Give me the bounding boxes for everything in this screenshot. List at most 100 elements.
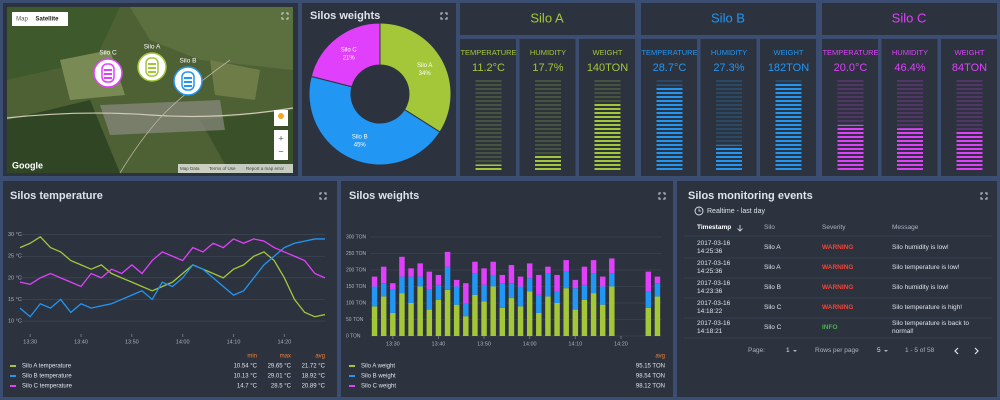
bar-segment[interactable] bbox=[508, 298, 515, 336]
bar-segment[interactable] bbox=[545, 296, 551, 336]
map-footer-text[interactable]: Report a map error bbox=[246, 166, 285, 171]
pie-slice[interactable] bbox=[310, 22, 381, 88]
bar-segment[interactable] bbox=[399, 293, 405, 336]
bar-segment[interactable] bbox=[444, 251, 451, 267]
zoom-in[interactable]: + bbox=[278, 133, 283, 143]
bar-segment[interactable] bbox=[435, 284, 442, 300]
bar-segment[interactable] bbox=[472, 261, 478, 274]
bar-segment[interactable] bbox=[490, 261, 496, 275]
column-header[interactable]: Message bbox=[892, 224, 919, 231]
bar-segment[interactable] bbox=[472, 294, 478, 336]
bar-segment[interactable] bbox=[609, 258, 615, 274]
map-footer-text[interactable]: Map Data bbox=[180, 166, 200, 171]
column-header[interactable]: Severity bbox=[822, 224, 846, 231]
bar-segment[interactable] bbox=[599, 286, 606, 305]
bar-segment[interactable] bbox=[472, 273, 478, 295]
bar-segment[interactable] bbox=[417, 276, 423, 287]
bar-segment[interactable] bbox=[408, 303, 414, 336]
bar-segment[interactable] bbox=[371, 276, 378, 287]
bar-segment[interactable] bbox=[508, 283, 515, 299]
map[interactable]: + − bbox=[6, 7, 294, 174]
fullscreen-icon[interactable] bbox=[281, 12, 289, 20]
bar-segment[interactable] bbox=[481, 284, 487, 302]
bar-segment[interactable] bbox=[463, 303, 469, 317]
bar-segment[interactable] bbox=[581, 266, 588, 285]
bar-segment[interactable] bbox=[654, 276, 661, 284]
fullscreen-icon[interactable] bbox=[319, 192, 327, 200]
column-header[interactable]: Timestamp bbox=[697, 224, 732, 231]
bar-segment[interactable] bbox=[499, 307, 506, 336]
bar-segment[interactable] bbox=[390, 289, 396, 313]
bar-segment[interactable] bbox=[654, 283, 661, 297]
bar-segment[interactable] bbox=[517, 306, 524, 336]
fullscreen-icon[interactable] bbox=[440, 12, 448, 20]
bar-segment[interactable] bbox=[380, 283, 387, 297]
bar-segment[interactable] bbox=[390, 283, 396, 290]
bar-segment[interactable] bbox=[645, 291, 652, 308]
legend-label[interactable]: Silo B temperature bbox=[22, 374, 72, 380]
bar-segment[interactable] bbox=[526, 291, 533, 336]
bar-segment[interactable] bbox=[426, 309, 433, 336]
map-button[interactable]: Satellite bbox=[35, 17, 59, 23]
bar-segment[interactable] bbox=[572, 279, 579, 289]
bar-segment[interactable] bbox=[435, 299, 442, 336]
bar-segment[interactable] bbox=[599, 304, 606, 336]
bar-segment[interactable] bbox=[399, 276, 405, 294]
bar-segment[interactable] bbox=[417, 263, 423, 277]
bar-segment[interactable] bbox=[536, 312, 542, 336]
bar-segment[interactable] bbox=[581, 299, 588, 336]
zoom-out[interactable]: − bbox=[278, 146, 283, 156]
zoom-control[interactable] bbox=[274, 130, 288, 160]
bar-segment[interactable] bbox=[490, 286, 496, 337]
bar-segment[interactable] bbox=[453, 286, 460, 305]
pie-slice[interactable] bbox=[379, 22, 452, 133]
bar-segment[interactable] bbox=[554, 274, 560, 292]
bar-segment[interactable] bbox=[590, 293, 597, 336]
map-footer-text[interactable]: Terms of Use bbox=[209, 166, 236, 171]
bar-segment[interactable] bbox=[526, 263, 533, 279]
page-select[interactable]: 1 bbox=[786, 347, 790, 354]
bar-segment[interactable] bbox=[599, 276, 606, 287]
map-type-control[interactable] bbox=[12, 12, 68, 26]
bar-segment[interactable] bbox=[417, 286, 423, 337]
bar-segment[interactable] bbox=[536, 294, 542, 313]
next-page[interactable] bbox=[974, 347, 979, 355]
legend-label[interactable]: Silo A temperature bbox=[22, 364, 72, 370]
bar-segment[interactable] bbox=[563, 260, 569, 272]
legend-label[interactable]: Silo C weight bbox=[361, 384, 396, 390]
bar-segment[interactable] bbox=[426, 289, 433, 310]
bar-segment[interactable] bbox=[499, 283, 506, 308]
bar-segment[interactable] bbox=[563, 271, 569, 289]
bar-segment[interactable] bbox=[545, 266, 551, 274]
bar-segment[interactable] bbox=[554, 303, 560, 336]
bar-segment[interactable] bbox=[399, 256, 405, 277]
bar-segment[interactable] bbox=[517, 276, 524, 287]
bar-segment[interactable] bbox=[572, 309, 579, 336]
fullscreen-icon[interactable] bbox=[980, 192, 988, 200]
legend-label[interactable]: Silo B weight bbox=[361, 374, 396, 380]
bar-segment[interactable] bbox=[545, 273, 551, 297]
bar-segment[interactable] bbox=[572, 288, 579, 310]
bar-segment[interactable] bbox=[609, 273, 615, 287]
bar-segment[interactable] bbox=[380, 296, 387, 336]
prev-page[interactable] bbox=[954, 347, 959, 355]
legend-label[interactable]: Silo A weight bbox=[361, 364, 395, 370]
bar-segment[interactable] bbox=[517, 286, 524, 307]
bar-segment[interactable] bbox=[371, 286, 378, 307]
legend-label[interactable]: Silo C temperature bbox=[22, 384, 73, 390]
bar-segment[interactable] bbox=[371, 306, 378, 336]
bar-segment[interactable] bbox=[581, 284, 588, 300]
bar-segment[interactable] bbox=[380, 266, 387, 284]
bar-segment[interactable] bbox=[463, 316, 469, 336]
rows-select[interactable]: 5 bbox=[877, 347, 881, 354]
bar-segment[interactable] bbox=[426, 271, 433, 290]
bar-segment[interactable] bbox=[590, 260, 597, 274]
bar-segment[interactable] bbox=[590, 273, 597, 294]
bar-segment[interactable] bbox=[554, 291, 560, 303]
map-button[interactable]: Map bbox=[16, 17, 28, 23]
bar-segment[interactable] bbox=[536, 274, 542, 295]
bar-segment[interactable] bbox=[453, 304, 460, 336]
bar-segment[interactable] bbox=[654, 296, 661, 336]
bar-segment[interactable] bbox=[609, 286, 615, 337]
bar-segment[interactable] bbox=[444, 289, 451, 336]
